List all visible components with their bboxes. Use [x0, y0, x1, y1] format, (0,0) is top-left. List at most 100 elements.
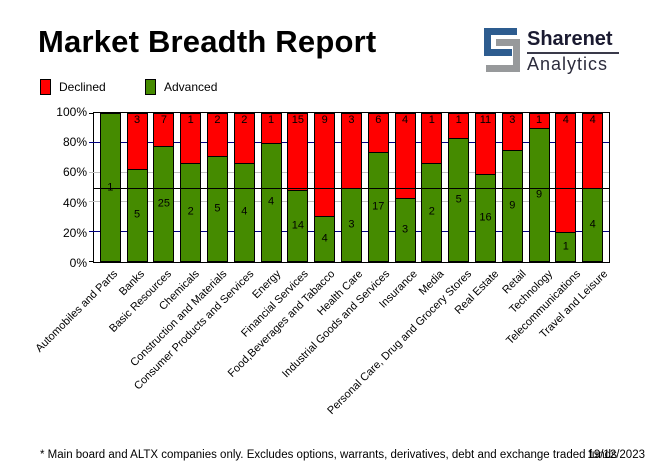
bar-value-advanced: 3 — [348, 218, 355, 231]
bar-segment-declined — [394, 113, 416, 199]
fifty-percent-line — [94, 187, 609, 189]
bar-segment-declined — [528, 113, 550, 128]
bar-value-advanced: 4 — [241, 205, 248, 218]
bar-segment-declined — [206, 113, 228, 156]
y-tick-label-60: 60% — [62, 165, 87, 180]
bar-segment-declined — [180, 113, 202, 163]
bar-value-advanced: 4 — [589, 218, 596, 231]
bar-segment-advanced — [314, 216, 336, 262]
bar-value-advanced: 16 — [479, 211, 492, 224]
bar-segment-advanced — [260, 142, 282, 262]
bar-segment-declined — [233, 113, 255, 163]
bar-segment-advanced — [287, 190, 309, 262]
bar-value-declined: 4 — [589, 114, 596, 126]
legend-item-advanced: Advanced — [145, 78, 217, 95]
bar-value-declined: 4 — [402, 114, 409, 126]
bar-value-declined: 3 — [509, 114, 516, 126]
bar-value-advanced: 2 — [428, 205, 435, 218]
bar-value-advanced: 17 — [372, 200, 385, 213]
bar-value-advanced: 9 — [509, 199, 516, 212]
axis-tick-0 — [89, 261, 94, 262]
bar-value-declined: 9 — [321, 114, 328, 126]
bar-value-advanced: 5 — [134, 208, 141, 221]
plot-area: 1357251225241415149433617431215111639194… — [89, 112, 610, 263]
bar-value-declined: 1 — [268, 114, 275, 126]
bar-segment-advanced — [126, 168, 148, 262]
bar-segment-declined — [287, 113, 309, 191]
bar-3: 7 25 — [153, 113, 175, 262]
page-title: Market Breadth Report — [38, 24, 377, 59]
bar-segment-declined — [421, 113, 443, 163]
bar-value-declined: 3 — [134, 114, 141, 126]
bar-value-declined: 2 — [214, 114, 221, 126]
axis-tick-100 — [89, 113, 94, 114]
bar-value-declined: 7 — [160, 114, 167, 126]
bar-value-advanced: 4 — [321, 232, 328, 245]
bar-segment-advanced — [394, 198, 416, 262]
bar-segment-declined — [126, 113, 148, 169]
bar-value-advanced: 25 — [157, 197, 171, 210]
legend-label-declined: Declined — [59, 79, 106, 94]
bar-segment-declined — [501, 113, 523, 151]
bar-segment-declined — [448, 113, 470, 138]
bar-segment-declined — [367, 113, 389, 152]
bar-segment-advanced — [206, 155, 228, 262]
bar-segment-advanced — [528, 127, 550, 262]
bar-value-advanced: 5 — [455, 193, 462, 206]
bar-value-declined: 1 — [455, 114, 462, 126]
legend-item-declined: Declined — [40, 78, 106, 95]
bar-value-declined: 1 — [187, 114, 194, 126]
bar-value-declined: 4 — [562, 114, 569, 126]
declined-color-swatch — [40, 78, 51, 95]
footer-note: * Main board and ALTX companies only. Ex… — [40, 449, 617, 461]
bar-value-advanced: 1 — [107, 182, 113, 193]
brand-subname: Analytics — [527, 54, 609, 74]
bar-segment-declined — [314, 113, 336, 217]
bar-value-declined: 11 — [479, 114, 492, 126]
bar-segment-advanced — [555, 232, 577, 262]
bar-segment-advanced — [448, 137, 470, 262]
bar-value-advanced: 14 — [291, 219, 304, 232]
bar-value-declined: 1 — [428, 114, 435, 126]
bar-segment-advanced — [501, 150, 523, 262]
bar-8: 15 14 — [287, 113, 309, 262]
sharenet-logo-icon — [484, 28, 520, 72]
brand-name: Sharenet — [527, 28, 613, 50]
bar-value-declined: 15 — [291, 114, 304, 126]
brand-logo: Sharenet Analytics — [484, 28, 619, 75]
y-tick-label-20: 20% — [62, 225, 87, 240]
y-tick-label-40: 40% — [62, 195, 87, 210]
advanced-color-swatch — [145, 78, 156, 95]
bar-segment-declined — [260, 113, 282, 143]
y-tick-label-0: 0% — [69, 256, 87, 270]
legend-label-advanced: Advanced — [164, 79, 218, 94]
bars-container: 1357251225241415149433617431215111639194… — [94, 113, 609, 262]
bar-segment-advanced — [474, 173, 496, 262]
bar-value-advanced: 1 — [562, 240, 569, 253]
bar-value-declined: 1 — [535, 114, 543, 126]
bar-value-advanced: 4 — [268, 195, 275, 208]
bar-segment-declined — [340, 113, 362, 188]
bar-value-advanced: 3 — [402, 223, 409, 236]
bar-segment-declined — [474, 113, 496, 174]
bar-segment-advanced — [153, 145, 175, 262]
bar-value-declined: 6 — [375, 114, 382, 126]
bar-15: 11 16 — [474, 113, 496, 262]
bar-segment-advanced — [367, 151, 389, 262]
bar-value-declined: 2 — [241, 114, 248, 126]
footer-date: 19/12/2023 — [587, 449, 645, 461]
bar-value-advanced: 2 — [187, 205, 194, 218]
y-axis-labels: 100% 80% 60% 40% 20% 0% — [40, 105, 87, 270]
